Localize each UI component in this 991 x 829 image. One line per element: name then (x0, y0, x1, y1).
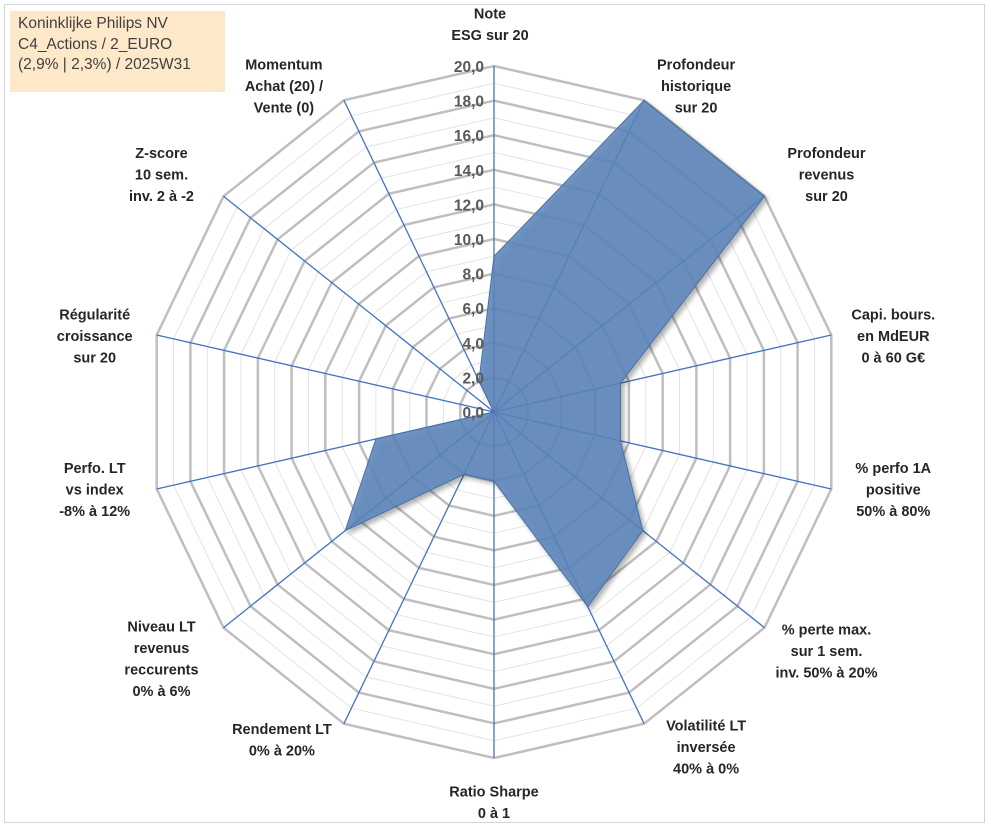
axis-label-line: % perte max. (782, 623, 871, 639)
tick-label: 16,0 (454, 128, 484, 145)
axis-label-line: Perfo. LT (64, 461, 126, 477)
axis-label-line: Capi. bours. (851, 307, 935, 323)
axis-label: Niveau LT revenus reccurents 0% à 6% (124, 619, 198, 700)
tick-label: 0,0 (462, 405, 484, 422)
axis-label: Z-score 10 sem. inv. 2 à -2 (129, 146, 194, 205)
series-polygon (344, 99, 766, 608)
axis-label-line: 0% à 6% (132, 684, 190, 700)
axis-label: Capi. bours. en MdEUR 0 à 60 G€ (851, 307, 935, 366)
axis-label-line: Momentum (245, 58, 322, 74)
axis-label-line: Rendement LT (232, 722, 332, 738)
axis-label-line: Profondeur (657, 58, 735, 74)
axis-label-line: sur 20 (805, 189, 848, 205)
axis-label: Profondeur revenus sur 20 (787, 146, 865, 205)
tick-label: 10,0 (454, 232, 484, 249)
radial-tick-labels: 0,0 2,0 4,0 6,0 8,0 10,0 12,0 14,0 16,0 18,0 20,0 (454, 59, 484, 422)
axis-label: Profondeur historique sur 20 (657, 58, 735, 117)
axis-label: Ratio Sharpe 0 à 1 (449, 785, 538, 823)
axis-label: Régularité croissance sur 20 (57, 307, 133, 366)
axis-label-line: Ratio Sharpe (449, 785, 538, 801)
axis-labels: Note ESG sur 20 Profondeur historique sur 20… (57, 7, 935, 823)
title-line: C4_Actions / 2_EURO (18, 35, 173, 53)
chart-title: Koninklijke Philips NV C4_Actions / 2_EU… (10, 11, 225, 92)
axis-label-line: revenus (134, 641, 190, 657)
tick-label: 12,0 (454, 197, 484, 214)
axis-label-line: -8% à 12% (59, 504, 130, 520)
axis-label-line: inv. 50% à 20% (775, 666, 877, 682)
axis-label-line: Vente (0) (254, 101, 315, 117)
tick-label: 8,0 (462, 267, 484, 284)
axis-label-line: 40% à 0% (673, 762, 739, 778)
axis-label: Momentum Achat (20) / Vente (0) (245, 58, 323, 117)
title-line: Koninklijke Philips NV (18, 15, 168, 32)
axis-spoke (156, 334, 495, 413)
axis-label-line: reccurents (124, 662, 198, 678)
axis-label: Rendement LT 0% à 20% (232, 722, 332, 760)
axis-label-line: en MdEUR (857, 329, 930, 345)
axis-label-line: positive (866, 483, 921, 499)
tick-label: 18,0 (454, 94, 484, 111)
title-line: (2,9% | 2,3%) / 2025W31 (18, 56, 191, 73)
axis-label-line: Régularité (59, 307, 130, 323)
axis-label-line: inv. 2 à -2 (129, 189, 194, 205)
axis-label-line: sur 20 (73, 350, 116, 366)
axis-label-line: vs index (66, 483, 124, 499)
axis-label-line: % perfo 1A (855, 461, 931, 477)
tick-label: 20,0 (454, 59, 484, 76)
axis-label: Volatilité LT inversée 40% à 0% (666, 719, 746, 778)
axis-label-line: 0 à 60 G€ (861, 350, 925, 366)
tick-label: 14,0 (454, 163, 484, 180)
axis-label-line: 0 à 1 (478, 806, 510, 822)
series-area (344, 99, 766, 608)
axis-label-line: sur 1 sem. (791, 644, 863, 660)
axis-label-line: Volatilité LT (666, 719, 746, 735)
axis-label-line: historique (661, 79, 731, 95)
axis-label-line: Niveau LT (127, 619, 195, 635)
axis-label-line: Note (474, 7, 506, 23)
tick-label: 6,0 (462, 301, 484, 318)
axis-label-line: inversée (677, 740, 736, 756)
axis-label-line: 0% à 20% (249, 743, 315, 759)
axis-label: Note ESG sur 20 (451, 7, 528, 45)
tick-label: 4,0 (462, 336, 484, 353)
axis-label-line: ESG sur 20 (451, 28, 528, 44)
tick-label: 2,0 (462, 370, 484, 387)
axis-label-line: Profondeur (787, 146, 865, 162)
axis-label: % perfo 1A positive 50% à 80% (855, 461, 931, 520)
axis-label-line: sur 20 (675, 101, 718, 117)
axis-label-line: 50% à 80% (856, 504, 930, 520)
axis-spoke (223, 195, 495, 413)
axis-label-line: Achat (20) / (245, 79, 323, 95)
axis-label-line: revenus (799, 167, 855, 183)
axis-label-line: 10 sem. (135, 167, 188, 183)
axis-label-line: Z-score (135, 146, 187, 162)
axis-spoke (343, 100, 495, 413)
axis-label: % perte max. sur 1 sem. inv. 50% à 20% (775, 623, 877, 682)
axis-label: Perfo. LT vs index -8% à 12% (59, 461, 130, 520)
axis-label-line: croissance (57, 329, 133, 345)
